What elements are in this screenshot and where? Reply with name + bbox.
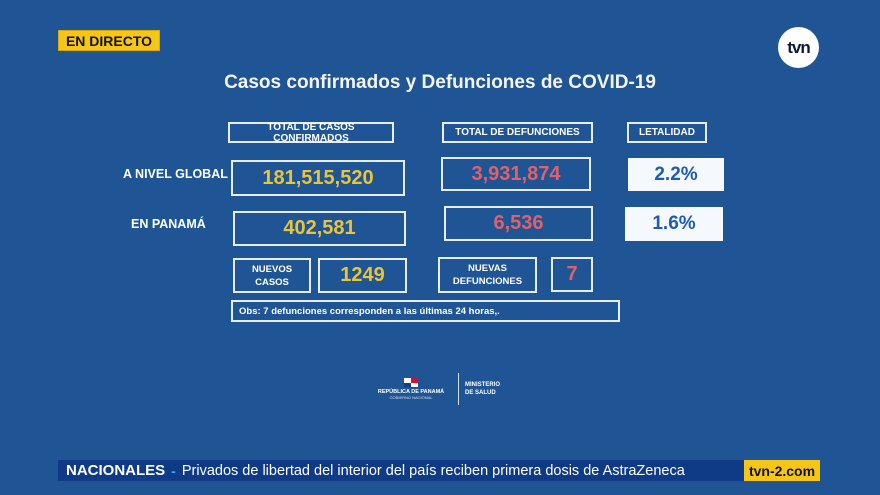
page-title: Casos confirmados y Defunciones de COVID… [224, 72, 656, 93]
ministry-text: MINISTERIO DE SALUD [465, 382, 501, 396]
republic-block: REPÚBLICA DE PANAMÁ GOBIERNO NACIONAL [370, 378, 452, 400]
global-deaths-value: 3,931,874 [441, 157, 591, 191]
logo-divider [458, 373, 459, 405]
ticker-headline: Privados de libertad del interior del pa… [181, 462, 685, 479]
global-lethality-value: 2.2% [628, 158, 724, 191]
tvn-logo: tvn [778, 27, 819, 68]
header-lethality: LETALIDAD [627, 122, 707, 143]
government-text: GOBIERNO NACIONAL [389, 395, 433, 400]
panama-flag-icon [404, 378, 418, 387]
row-label-panama: EN PANAMÁ [131, 217, 206, 231]
news-ticker: NACIONALES - Privados de libertad del in… [58, 460, 820, 481]
panama-lethality-value: 1.6% [625, 207, 723, 241]
header-total-cases: TOTAL DE CASOS CONFIRMADOS [228, 122, 394, 144]
panama-deaths-value: 6,536 [444, 206, 593, 241]
live-badge: EN DIRECTO [58, 30, 160, 51]
ministry-logo: REPÚBLICA DE PANAMÁ GOBIERNO NACIONAL MI… [370, 372, 510, 406]
ticker-section: NACIONALES [66, 462, 166, 479]
panama-cases-value: 402,581 [233, 211, 406, 246]
global-cases-value: 181,515,520 [231, 160, 405, 196]
new-cases-value: 1249 [318, 258, 407, 293]
row-label-global: A NIVEL GLOBAL [123, 167, 228, 181]
header-total-deaths: TOTAL DE DEFUNCIONES [442, 122, 593, 143]
new-cases-label: NUEVOS CASOS [233, 258, 311, 293]
new-deaths-label: NUEVAS DEFUNCIONES [438, 257, 537, 293]
new-deaths-value: 7 [551, 257, 593, 292]
republic-text: REPÚBLICA DE PANAMÁ [377, 389, 445, 395]
observation-note: Obs: 7 defunciones corresponden a las úl… [231, 300, 620, 322]
ticker-website: tvn-2.com [744, 460, 820, 481]
ticker-separator: - [171, 462, 176, 479]
